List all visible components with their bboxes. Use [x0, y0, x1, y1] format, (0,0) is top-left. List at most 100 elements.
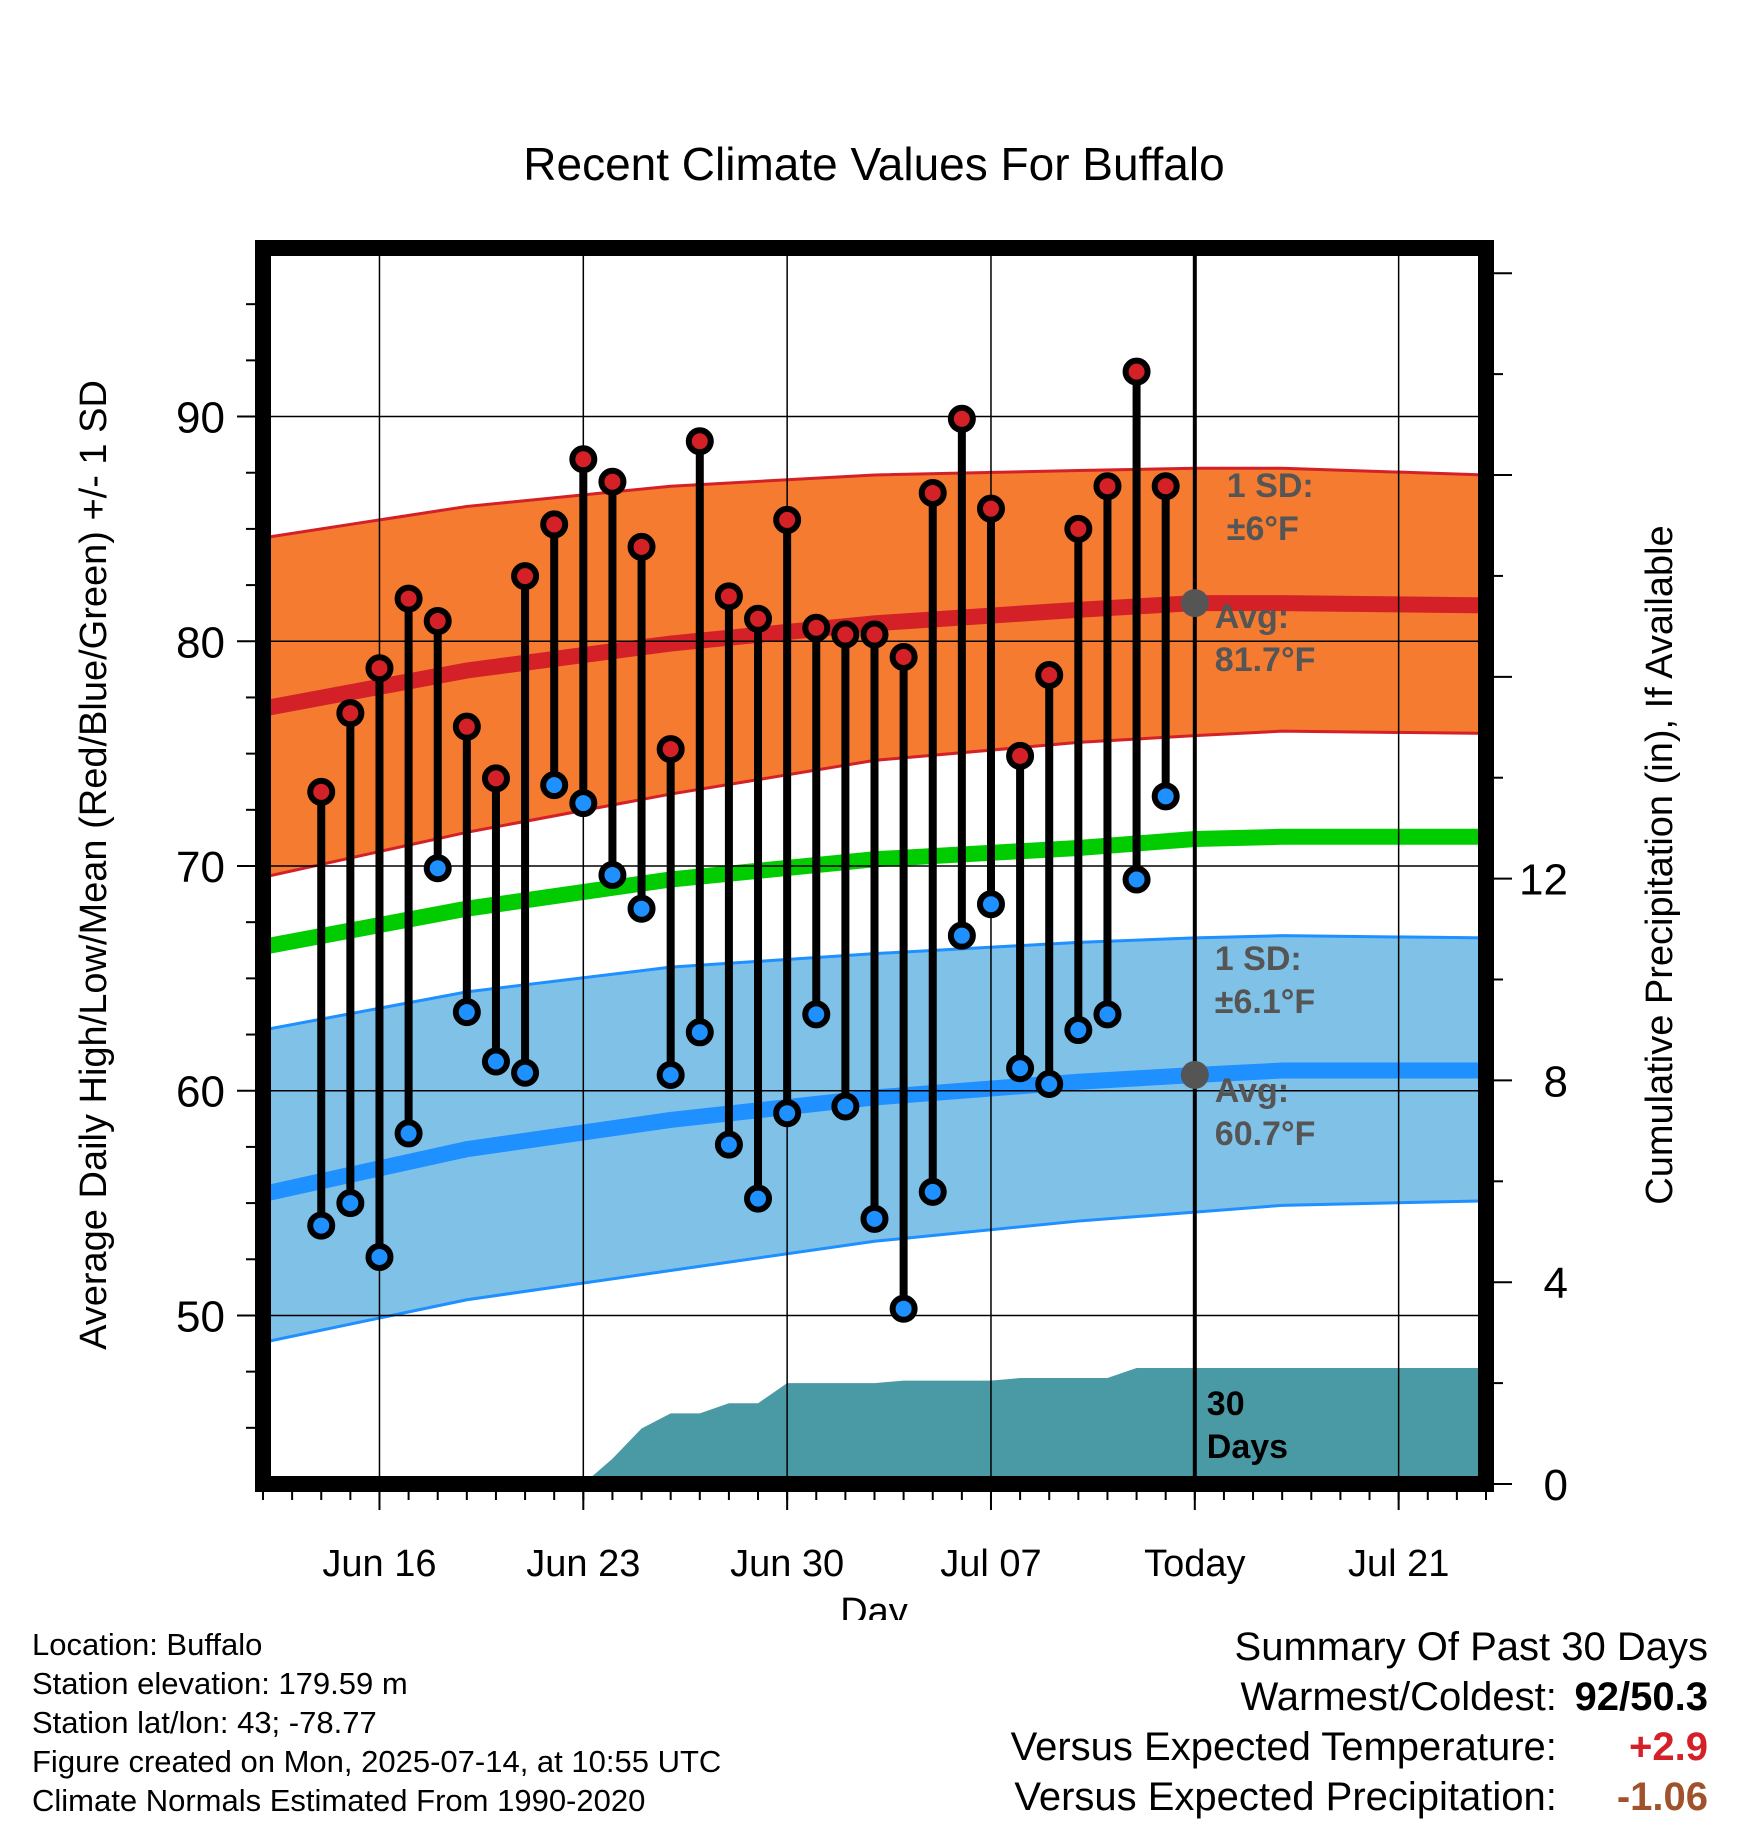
high-avg-label: Avg:: [1215, 598, 1289, 636]
daily-low-point: [918, 1177, 947, 1206]
temp-value: +2.9: [1629, 1725, 1708, 1769]
low-sd-label: 1 SD:: [1215, 940, 1302, 978]
y-tick-label: 50: [176, 1292, 225, 1341]
daily-low-point: [365, 1243, 394, 1272]
chart-title: Recent Climate Values For Buffalo: [523, 138, 1224, 190]
high-sd-band-upper-edge: [263, 466, 1486, 540]
daily-high-point: [307, 777, 336, 806]
daily-low-point: [1064, 1016, 1093, 1045]
x-tick-label: Jul 07: [940, 1543, 1041, 1585]
daily-high-point: [365, 654, 394, 683]
high-sd-label: 1 SD:: [1227, 467, 1314, 505]
daily-high-point: [714, 582, 743, 611]
daily-high-point: [976, 494, 1005, 523]
daily-high-point: [511, 562, 540, 591]
today-high-avg-marker: [1180, 589, 1209, 618]
y2-tick-label: 8: [1544, 1057, 1568, 1106]
summary-heading: Summary Of Past 30 Days: [1234, 1625, 1708, 1669]
daily-low-point: [947, 921, 976, 950]
y-tick-label: 90: [176, 394, 225, 443]
daily-low-point: [540, 771, 569, 800]
high-avg-value: 81.7°F: [1215, 641, 1316, 679]
days-count-label: 30: [1207, 1385, 1245, 1423]
daily-low-point: [423, 854, 452, 883]
x-axis-label: Day: [840, 1591, 908, 1620]
daily-high-point: [569, 445, 598, 474]
daily-high-point: [1006, 741, 1035, 770]
daily-low-point: [860, 1204, 889, 1233]
daily-low-point: [714, 1130, 743, 1159]
precip-value: -1.06: [1616, 1775, 1708, 1819]
daily-low-point: [452, 998, 481, 1027]
high-sd-value: ±6°F: [1227, 510, 1299, 548]
daily-high-point: [831, 620, 860, 649]
daily-high-point: [540, 510, 569, 539]
high-sd-band-lower-edge: [263, 729, 1486, 879]
daily-high-point: [1093, 472, 1122, 501]
low-avg-value: 60.7°F: [1215, 1115, 1316, 1153]
daily-high-point: [481, 764, 510, 793]
summary-warm-cold: Warmest/Coldest: 92/50.3: [1011, 1672, 1709, 1722]
daily-high-point: [1035, 660, 1064, 689]
y2-tick-label: 0: [1544, 1461, 1568, 1510]
warm-cold-value: 92/50.3: [1574, 1675, 1708, 1719]
daily-high-point: [773, 505, 802, 534]
daily-high-point: [394, 584, 423, 613]
info-created: Figure created on Mon, 2025-07-14, at 10…: [32, 1744, 722, 1779]
y-tick-label: 70: [176, 843, 225, 892]
daily-low-point: [685, 1018, 714, 1047]
summary-panel: Summary Of Past 30 Days Warmest/Coldest:…: [1011, 1622, 1708, 1822]
x-tick-label: Jun 30: [730, 1543, 844, 1585]
y2-axis-label: Cumulative Precipitation (in), If Availa…: [1639, 525, 1681, 1204]
daily-low-point: [336, 1189, 365, 1218]
today-low-avg-marker: [1180, 1060, 1209, 1089]
low-normal-line: [263, 1062, 1486, 1202]
daily-high-point: [656, 735, 685, 764]
daily-high-point: [947, 404, 976, 433]
daily-high-point: [889, 643, 918, 672]
x-tick-label: Today: [1144, 1543, 1245, 1585]
summary-precip: Versus Expected Precipitation: -1.06: [1011, 1772, 1708, 1822]
daily-low-point: [511, 1058, 540, 1087]
x-tick-label: Jul 21: [1348, 1543, 1449, 1585]
precip-area: [263, 1367, 1486, 1484]
daily-low-point: [656, 1060, 685, 1089]
low-sd-value: ±6.1°F: [1215, 983, 1315, 1021]
daily-high-point: [452, 712, 481, 741]
station-info: Location: Buffalo Station elevation: 179…: [32, 1625, 721, 1820]
daily-low-point: [976, 890, 1005, 919]
precip-label: Versus Expected Precipitation:: [1014, 1775, 1557, 1819]
daily-high-point: [598, 467, 627, 496]
daily-low-point: [1035, 1069, 1064, 1098]
daily-high-point: [1122, 357, 1151, 386]
low-sd-band-upper-edge: [263, 934, 1486, 1032]
daily-high-point: [860, 620, 889, 649]
x-tick-label: Jun 16: [322, 1543, 436, 1585]
daily-low-point: [1122, 865, 1151, 894]
daily-high-point: [744, 604, 773, 633]
daily-low-point: [394, 1119, 423, 1148]
low-sd-band-lower-edge: [263, 1199, 1486, 1344]
y-axis-label: Average Daily High/Low/Mean (Red/Blue/Gr…: [73, 380, 115, 1350]
info-normals: Climate Normals Estimated From 1990-2020: [32, 1783, 646, 1818]
y2-tick-label: 12: [1519, 856, 1568, 905]
daily-high-point: [918, 478, 947, 507]
climate-chart: Recent Climate Values For Buffalo 1 SD: ±…: [73, 138, 1681, 1620]
high-normal-line: [263, 595, 1486, 717]
warm-cold-label: Warmest/Coldest:: [1240, 1675, 1557, 1719]
daily-low-point: [773, 1099, 802, 1128]
daily-low-point: [1151, 782, 1180, 811]
plot-frame: [255, 240, 1494, 1492]
daily-high-point: [627, 532, 656, 561]
daily-low-point: [1093, 1000, 1122, 1029]
y-tick-label: 60: [176, 1068, 225, 1117]
daily-low-point: [307, 1211, 336, 1240]
daily-low-point: [627, 894, 656, 923]
daily-high-point: [423, 607, 452, 636]
y-tick-label: 80: [176, 618, 225, 667]
daily-low-point: [831, 1092, 860, 1121]
daily-low-point: [744, 1184, 773, 1213]
info-latlon: Station lat/lon: 43; -78.77: [32, 1705, 377, 1740]
daily-low-point: [481, 1047, 510, 1076]
daily-high-point: [1151, 472, 1180, 501]
